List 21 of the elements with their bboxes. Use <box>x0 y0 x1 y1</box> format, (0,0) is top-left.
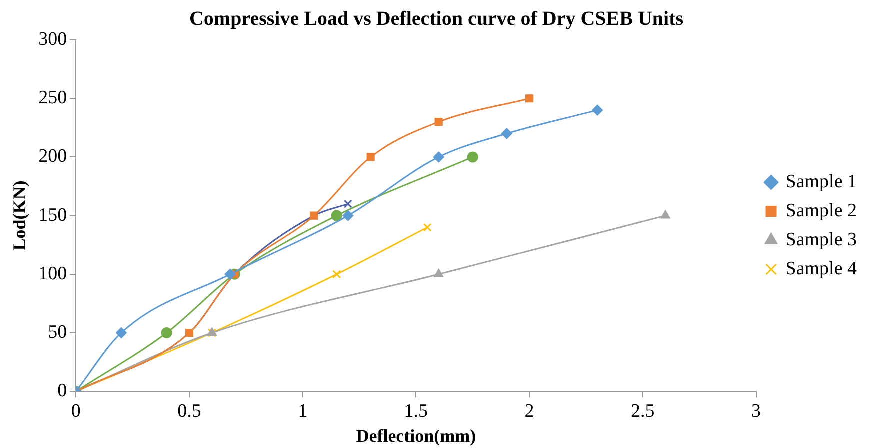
legend-label: Sample 2 <box>786 200 858 222</box>
y-tick-label: 250 <box>38 88 68 109</box>
x-tick-label: 0 <box>71 400 81 422</box>
legend-label: Sample 3 <box>786 229 858 250</box>
x-tick-label: 3 <box>752 400 762 422</box>
y-tick-label: 200 <box>38 146 68 168</box>
x-axis-title: Deflection(mm) <box>356 426 476 446</box>
y-tick-label: 300 <box>38 28 68 50</box>
legend-label: Sample 4 <box>786 258 858 280</box>
chart-title: Compressive Load vs Deflection curve of Dry CSEB Units <box>189 8 684 30</box>
x-tick-label: 1 <box>298 400 308 422</box>
y-axis-title: Lod(KN) <box>9 180 30 251</box>
y-tick-label: 50 <box>48 322 68 343</box>
y-tick-label: 150 <box>38 204 68 226</box>
x-tick-label: 2 <box>524 400 534 422</box>
x-tick-label: 1.5 <box>404 400 428 422</box>
x-tick-label: 0.5 <box>178 400 202 422</box>
x-tick-label: 2.5 <box>631 400 655 422</box>
y-tick-label: 100 <box>38 263 68 284</box>
y-tick-label: 0 <box>58 380 68 402</box>
legend-label: Sample 1 <box>786 171 858 192</box>
